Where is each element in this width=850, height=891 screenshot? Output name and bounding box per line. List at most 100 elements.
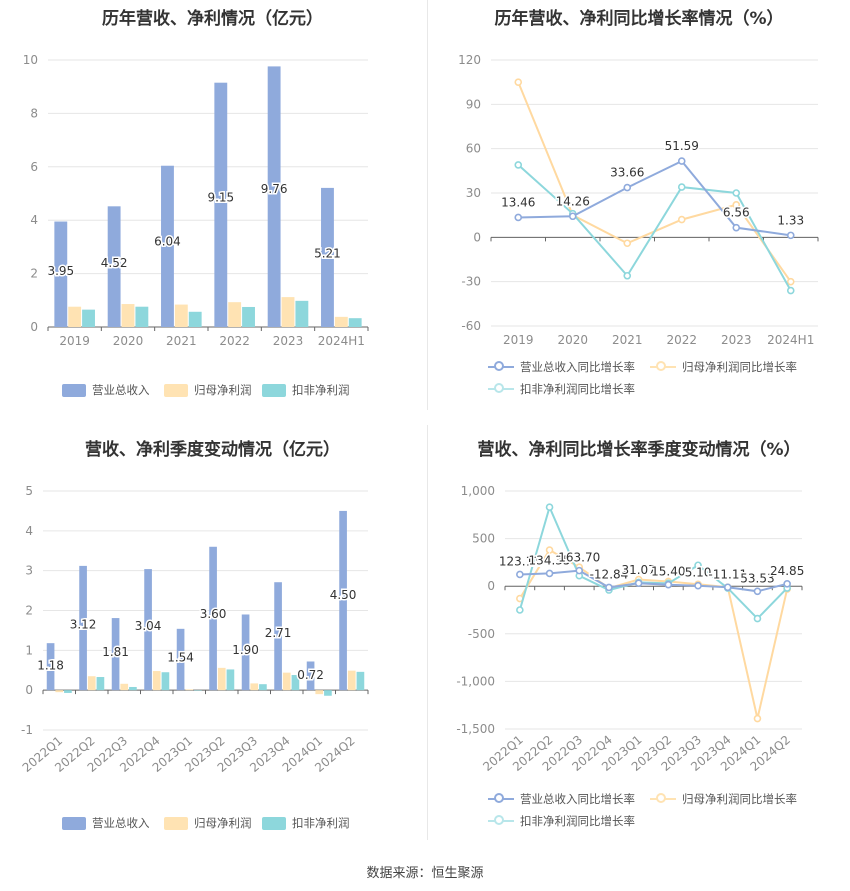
deducted-net-profit-swatch — [262, 816, 286, 830]
vertical-divider-bottom — [427, 425, 428, 840]
bar-net-profit — [120, 683, 129, 691]
data-label: 1.54 — [167, 651, 194, 665]
chart-legend: 营业总收入同比增长率 归母净利润同比增长率 扣非净利润同比增长率 — [428, 791, 850, 835]
bar-revenue — [144, 569, 152, 691]
data-label: 2.71 — [265, 626, 292, 640]
data-label: 6.56 — [723, 206, 750, 220]
data-label: 5.10 — [685, 566, 712, 580]
series-line-revenue-growth — [518, 159, 791, 237]
data-label: 1.81 — [102, 645, 129, 659]
x-tick-label: 2019 — [503, 333, 534, 347]
y-tick-label: 30 — [466, 186, 481, 200]
legend-net-profit-growth[interactable]: 归母净利润同比增长率 — [650, 791, 797, 807]
point-revenue-growth — [568, 212, 577, 221]
series-line-net-profit-growth — [517, 81, 792, 283]
y-tick-label: 8 — [30, 106, 38, 120]
point-revenue-growth — [514, 213, 523, 222]
data-source-note: 数据来源：恒生聚源 — [366, 866, 484, 881]
point-revenue-growth — [605, 583, 613, 592]
y-tick-label: -500 — [468, 627, 495, 641]
chart-title: 历年营收、净利情况（亿元） — [102, 9, 323, 29]
data-label: -11.11 — [708, 567, 747, 581]
series-line-deducted-growth — [518, 504, 788, 621]
bar-net-profit — [185, 689, 194, 691]
net-profit-growth-swatch — [650, 360, 676, 374]
chart-legend: 营业总收入同比增长率 归母净利润同比增长率 扣非净利润同比增长率 — [428, 359, 850, 403]
data-label: 1.18 — [37, 658, 64, 672]
legend-net-profit-growth[interactable]: 归母净利润同比增长率 — [650, 359, 797, 375]
revenue-swatch — [62, 383, 86, 397]
data-label: 1.90 — [232, 643, 259, 657]
data-label: 1.33 — [777, 213, 804, 227]
x-tick-label: 2023 — [721, 333, 752, 347]
y-tick-label: 0 — [487, 579, 495, 593]
bar-revenue — [176, 628, 185, 691]
data-label: 13.46 — [501, 195, 535, 209]
x-tick-label: 2024H1 — [767, 333, 814, 347]
point-revenue-growth — [732, 223, 741, 232]
bar-net-profit — [347, 670, 356, 691]
data-label: 51.59 — [665, 139, 699, 153]
legend-revenue[interactable]: 营业总收入 — [62, 382, 150, 398]
y-tick-label: 5 — [25, 484, 33, 498]
bar-revenue — [54, 221, 68, 327]
point-net-profit-growth — [514, 78, 523, 86]
legend-label: 营业总收入同比增长率 — [520, 360, 635, 374]
legend-deducted-growth[interactable]: 扣非净利润同比增长率 — [488, 813, 635, 829]
bar-revenue — [46, 643, 55, 691]
point-revenue-growth — [575, 566, 584, 575]
legend-label: 营业总收入同比增长率 — [520, 792, 635, 806]
data-label: 4.50 — [330, 588, 357, 602]
net-profit-growth-swatch — [650, 792, 676, 806]
legend-label: 营业总收入 — [92, 816, 150, 830]
bar-deducted-net-profit — [242, 306, 255, 327]
bar-net-profit — [152, 671, 161, 691]
point-net-profit-growth — [753, 714, 762, 723]
bar-deducted-net-profit — [295, 300, 309, 327]
bar-net-profit — [250, 683, 259, 691]
legend-revenue-growth[interactable]: 营业总收入同比增长率 — [488, 359, 635, 375]
data-label: 123.11 — [499, 554, 541, 568]
legend-revenue[interactable]: 营业总收入 — [62, 815, 150, 831]
bar-deducted-net-profit — [348, 318, 362, 327]
y-tick-label: 6 — [30, 160, 38, 174]
y-tick-label: 0 — [473, 230, 481, 244]
series-line-deducted-growth — [517, 164, 792, 292]
bar-revenue — [339, 510, 347, 691]
point-net-profit-growth — [545, 546, 554, 554]
point-deducted-growth — [545, 503, 554, 511]
legend-net-profit[interactable]: 归母净利润 — [164, 815, 252, 831]
legend-label: 扣非净利润同比增长率 — [520, 814, 635, 828]
point-revenue-growth — [753, 587, 762, 596]
bar-deducted-net-profit — [96, 677, 105, 691]
y-tick-label: 4 — [30, 213, 38, 227]
bar-deducted-net-profit — [129, 686, 137, 691]
bar-deducted-net-profit — [188, 311, 202, 327]
y-tick-label: 1,000 — [461, 484, 495, 498]
legend-deducted-net-profit[interactable]: 扣非净利润 — [262, 382, 350, 398]
point-deducted-growth — [786, 286, 795, 295]
x-tick-label: 2020 — [557, 333, 588, 347]
point-deducted-growth — [732, 189, 741, 197]
legend-revenue-growth[interactable]: 营业总收入同比增长率 — [488, 791, 635, 807]
bar-net-profit — [282, 672, 291, 691]
data-label: 5.21 — [314, 246, 341, 260]
point-revenue-growth — [545, 569, 554, 578]
annual-growth-line-chart: -60 -30 0 30 60 90 120 2019 2020 2021 2022 2023 2024… — [458, 53, 819, 347]
net-profit-swatch — [164, 383, 188, 397]
point-net-profit-growth — [677, 215, 686, 224]
bar-revenue — [107, 206, 121, 327]
y-tick-label: 120 — [458, 53, 481, 67]
legend-net-profit[interactable]: 归母净利润 — [164, 382, 252, 398]
data-label: 3.04 — [135, 619, 162, 633]
legend-deducted-growth[interactable]: 扣非净利润同比增长率 — [488, 381, 635, 397]
bar-net-profit — [334, 316, 348, 327]
data-label: 33.66 — [610, 166, 644, 180]
bar-deducted-net-profit — [259, 684, 267, 691]
point-revenue-growth — [783, 580, 791, 588]
legend-label: 归母净利润 — [194, 383, 252, 397]
legend-deducted-net-profit[interactable]: 扣非净利润 — [262, 815, 350, 831]
legend-label: 扣非净利润 — [292, 816, 350, 830]
quarterly-bar-chart: -10123452022Q12022Q22022Q32022Q42023Q120… — [20, 484, 369, 775]
data-label: 9.76 — [261, 182, 288, 196]
